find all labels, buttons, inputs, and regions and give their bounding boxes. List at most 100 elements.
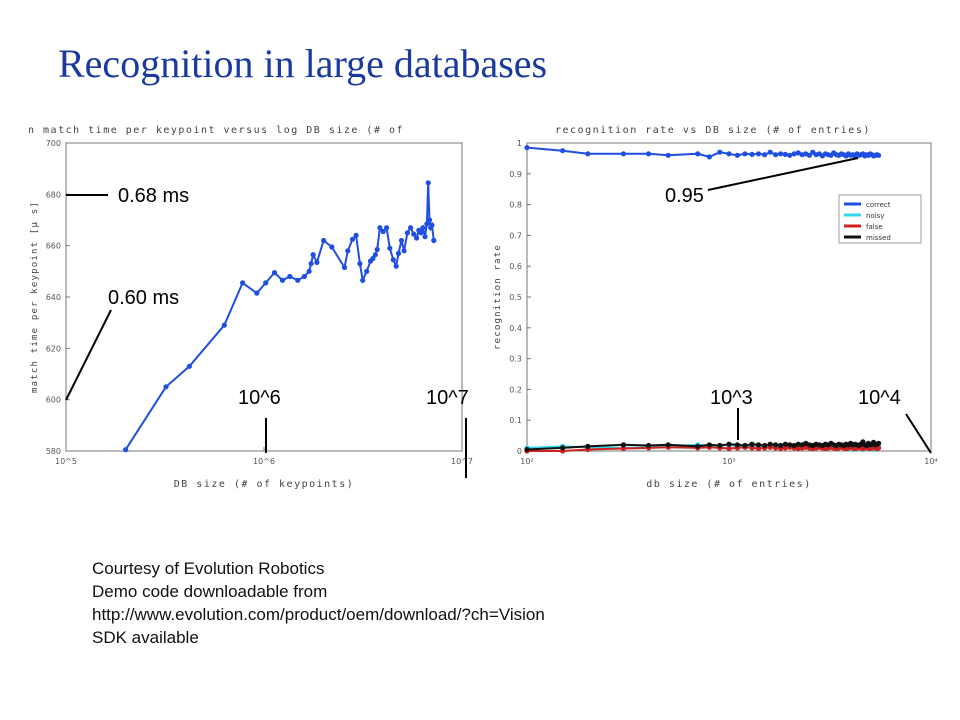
- data-point-0-0-0: [123, 447, 129, 453]
- data-point-0-0-40: [411, 231, 417, 237]
- data-point-0-0-22: [357, 261, 363, 267]
- data-point-1-missed-15: [767, 441, 773, 447]
- data-point-0-0-21: [353, 232, 359, 238]
- legend-label-correct: correct: [866, 201, 891, 209]
- data-point-1-missed-13: [755, 442, 762, 448]
- data-point-0-0-32: [387, 245, 393, 251]
- data-point-1-correct-17: [778, 151, 784, 157]
- data-point-0-0-29: [377, 225, 383, 231]
- data-point-1-correct-8: [717, 149, 723, 155]
- data-point-1-correct-4: [646, 151, 652, 157]
- data-point-1-false-12: [749, 445, 755, 451]
- data-point-0-0-43: [418, 230, 424, 236]
- x-tick-label-0-0: 10^5: [55, 457, 77, 466]
- y-tick-label-1-6: 0.6: [509, 262, 522, 271]
- data-point-0-0-6: [263, 280, 269, 286]
- data-point-0-0-5: [254, 290, 260, 296]
- data-point-0-0-44: [420, 225, 426, 231]
- data-point-0-0-51: [431, 237, 437, 244]
- data-point-0-0-2: [186, 363, 192, 369]
- legend-label-false: false: [866, 223, 883, 231]
- data-point-1-correct-24: [806, 152, 813, 158]
- data-point-1-missed-18: [782, 441, 788, 447]
- data-point-0-0-28: [374, 246, 380, 253]
- y-tick-label-1-3: 0.3: [509, 355, 522, 364]
- y-tick-label-0-5: 680: [46, 190, 61, 199]
- data-point-1-correct-12: [749, 151, 755, 157]
- data-point-1-missed-1: [560, 445, 566, 451]
- y-tick-label-1-7: 0.7: [509, 231, 522, 240]
- data-point-0-0-12: [306, 268, 312, 274]
- data-point-1-missed-4: [646, 442, 652, 449]
- y-tick-label-0-3: 640: [46, 293, 61, 302]
- x-tick-label-0-1: 10^6: [253, 457, 275, 466]
- data-point-1-false-21: [795, 445, 801, 452]
- data-point-0-0-19: [345, 248, 351, 254]
- data-point-0-0-1: [163, 384, 169, 390]
- y-tick-label-1-8: 0.8: [509, 201, 522, 210]
- data-point-0-0-16: [321, 237, 327, 244]
- data-point-1-correct-54: [876, 152, 882, 158]
- data-point-0-0-35: [395, 250, 402, 256]
- data-point-1-false-18: [782, 445, 788, 451]
- data-point-0-0-39: [408, 225, 414, 231]
- data-point-1-missed-5: [665, 442, 671, 448]
- legend-label-noisy: noisy: [866, 212, 884, 220]
- data-point-0-0-18: [341, 264, 348, 271]
- data-point-1-correct-15: [767, 149, 773, 155]
- data-point-0-0-37: [401, 248, 407, 254]
- chart-title-1: recognition rate vs DB size (# of entrie…: [555, 125, 871, 136]
- data-point-0-0-36: [398, 237, 405, 244]
- y-tick-label-1-5: 0.5: [509, 293, 522, 302]
- data-point-1-missed-9: [726, 441, 732, 447]
- data-point-1-missed-12: [749, 441, 755, 447]
- data-point-1-correct-9: [726, 151, 732, 157]
- annotation-line-0-1: [65, 309, 112, 401]
- data-point-0-0-23: [360, 277, 366, 283]
- caption-line-demo-code: Demo code downloadable from: [92, 582, 328, 601]
- slide-title: Recognition in large databases: [58, 41, 548, 86]
- data-point-1-correct-14: [762, 152, 768, 158]
- annotation-label-0-3: 10^7: [426, 387, 469, 409]
- x-axis-label-1: db size (# of entries): [646, 479, 811, 490]
- data-point-1-missed-17: [778, 442, 784, 449]
- data-point-0-0-27: [372, 252, 378, 258]
- data-point-1-missed-19: [787, 442, 793, 448]
- y-tick-label-1-1: 0.1: [509, 416, 522, 425]
- annotation-label-0-0: 0.68 ms: [118, 185, 189, 207]
- y-axis-label-0: match time per keypoint [µ s]: [30, 201, 40, 393]
- data-point-0-0-46: [424, 221, 430, 227]
- data-point-0-0-3: [221, 322, 227, 328]
- data-point-1-correct-21: [795, 150, 801, 156]
- data-point-0-0-41: [414, 235, 420, 241]
- data-point-0-0-33: [390, 257, 396, 263]
- data-point-1-correct-5: [665, 152, 671, 158]
- data-point-0-0-11: [301, 273, 307, 280]
- data-point-1-correct-3: [620, 151, 627, 157]
- data-point-1-missed-7: [706, 442, 713, 448]
- data-point-1-correct-10: [734, 152, 741, 158]
- data-point-0-0-38: [404, 230, 410, 236]
- data-point-1-missed-6: [695, 443, 701, 449]
- y-tick-label-1-0: 0: [517, 447, 522, 456]
- data-point-1-correct-11: [742, 151, 748, 157]
- data-point-0-0-10: [295, 277, 301, 283]
- data-point-1-missed-16: [773, 442, 779, 448]
- x-tick-label-1-0: 10²: [520, 457, 533, 466]
- data-point-1-correct-6: [695, 151, 701, 157]
- y-axis-label-1: recognition rate: [493, 244, 503, 350]
- y-tick-label-0-6: 700: [46, 139, 61, 148]
- data-point-1-missed-10: [734, 442, 741, 448]
- annotation-label-1-1: 10^3: [710, 387, 753, 409]
- data-point-0-0-45: [422, 234, 428, 240]
- data-point-1-missed-11: [742, 442, 748, 449]
- data-point-0-0-15: [314, 259, 320, 265]
- data-point-1-correct-7: [706, 154, 713, 160]
- x-tick-label-1-1: 10³: [722, 457, 735, 466]
- caption-line-url[interactable]: http://www.evolution.com/product/oem/dow…: [92, 605, 545, 624]
- chart-title-0: n match time per keypoint versus log DB …: [28, 125, 404, 136]
- data-point-1-missed-2: [585, 443, 591, 449]
- x-axis-label-0: DB size (# of keypoints): [174, 479, 355, 490]
- data-point-0-0-8: [279, 277, 286, 283]
- annotation-line-1-0: [707, 157, 859, 191]
